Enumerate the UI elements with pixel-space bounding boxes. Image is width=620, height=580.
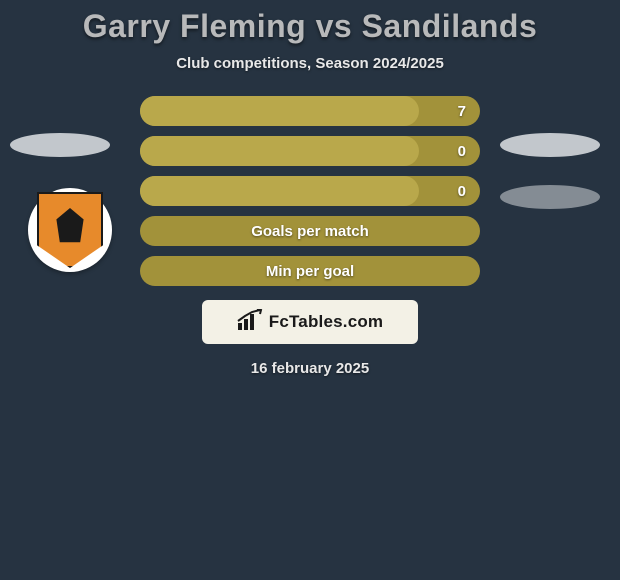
player-right-club-shadow [500, 185, 600, 209]
club-badge-shield [37, 192, 103, 268]
stat-value: 7 [458, 103, 466, 120]
stat-fill [140, 136, 419, 166]
player-left-avatar-shadow [10, 133, 110, 157]
branding-text: FcTables.com [269, 312, 384, 332]
stat-row-hattricks: Hattricks 0 [140, 176, 480, 206]
stat-value: 0 [458, 183, 466, 200]
stat-label: Min per goal [266, 263, 354, 280]
stat-fill [140, 176, 419, 206]
page-title: Garry Fleming vs Sandilands [0, 8, 620, 45]
stat-value: 0 [458, 143, 466, 160]
stat-row-goals-per-match: Goals per match [140, 216, 480, 246]
stat-row-min-per-goal: Min per goal [140, 256, 480, 286]
player-right-avatar-shadow [500, 133, 600, 157]
branding-link[interactable]: FcTables.com [202, 300, 418, 344]
widget-container: Garry Fleming vs Sandilands Club competi… [0, 8, 620, 580]
club-badge-mark [53, 208, 87, 246]
stat-fill [140, 96, 419, 126]
club-badge-left [28, 188, 112, 272]
stat-row-matches: Matches 7 [140, 96, 480, 126]
stat-label: Goals per match [251, 223, 369, 240]
page-subtitle: Club competitions, Season 2024/2025 [0, 55, 620, 72]
chart-bar-icon [237, 309, 263, 336]
date-line: 16 february 2025 [0, 360, 620, 377]
stat-row-goals: Goals 0 [140, 136, 480, 166]
